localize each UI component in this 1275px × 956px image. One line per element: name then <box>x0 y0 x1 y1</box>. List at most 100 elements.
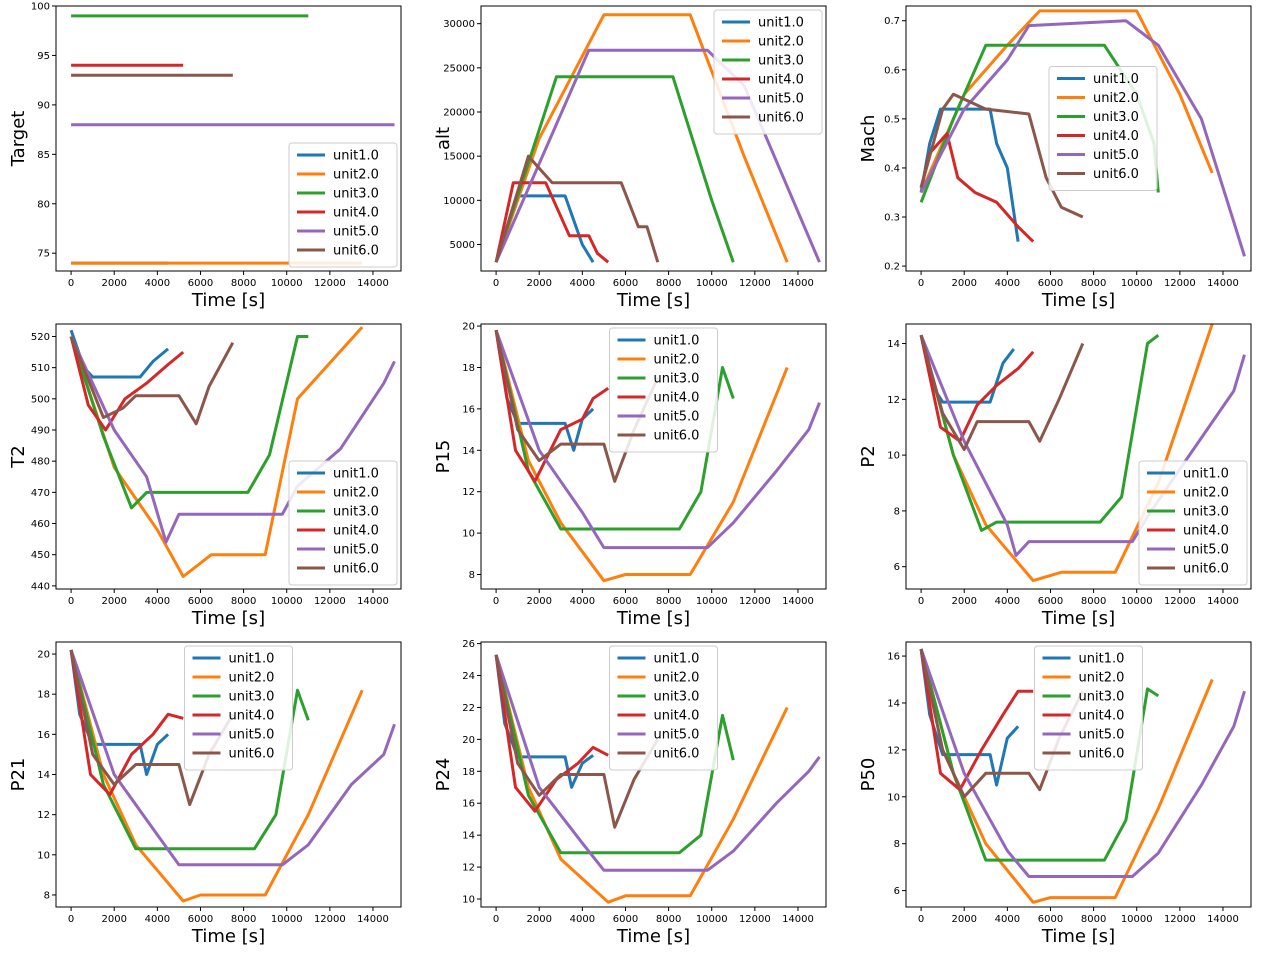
y-tick-label: 20 <box>462 735 475 746</box>
series-line-unit5-0 <box>919 334 1246 557</box>
x-tick-label: 0 <box>918 914 924 925</box>
y-tick-label: 30000 <box>443 19 475 30</box>
series-line-unit2-0 <box>69 649 364 903</box>
x-tick-label: 8000 <box>656 596 681 607</box>
legend-label: unit6.0 <box>333 562 379 577</box>
y-tick-label: 14 <box>37 770 50 781</box>
x-tick-label: 6000 <box>1038 596 1063 607</box>
y-tick-label: 18 <box>462 363 475 374</box>
y-tick-label: 8 <box>894 506 900 517</box>
y-tick-label: 0.7 <box>884 16 900 27</box>
series-line-unit4-0 <box>919 334 1035 443</box>
y-tick-label: 85 <box>37 150 50 161</box>
legend-label: unit2.0 <box>1079 671 1125 686</box>
y-tick-label: 16 <box>462 404 475 415</box>
legend-label: unit3.0 <box>1093 110 1139 125</box>
y-tick-label: 8 <box>44 890 50 901</box>
legend-label: unit5.0 <box>654 728 700 743</box>
legend-label: unit4.0 <box>654 709 700 724</box>
x-axis-label: Time [s] <box>1041 926 1115 947</box>
y-axis-label: Mach <box>858 115 879 163</box>
y-tick-label: 90 <box>37 100 50 111</box>
x-tick-label: 8000 <box>656 914 681 925</box>
legend-label: unit3.0 <box>654 372 700 387</box>
legend: unit1.0 unit2.0 unit3.0 unit4.0 unit5.0 unit6… <box>1138 460 1248 586</box>
y-tick-label: 510 <box>31 363 50 374</box>
y-tick-label: 14 <box>462 831 475 842</box>
x-tick-label: 10000 <box>1121 596 1153 607</box>
x-tick-label: 6000 <box>613 278 638 289</box>
series-line-unit5-0 <box>69 335 396 544</box>
x-axis-label: Time [s] <box>616 290 690 311</box>
y-tick-label: 10 <box>887 792 900 803</box>
x-tick-label: 6000 <box>188 914 213 925</box>
y-tick-label: 10 <box>462 895 475 906</box>
x-tick-label: 6000 <box>188 278 213 289</box>
x-tick-label: 0 <box>493 278 499 289</box>
x-tick-label: 10000 <box>696 278 728 289</box>
x-tick-label: 14000 <box>1207 914 1239 925</box>
legend-label: unit5.0 <box>333 225 379 240</box>
y-tick-label: 10 <box>37 850 50 861</box>
x-axis-label: Time [s] <box>1041 608 1115 629</box>
x-tick-label: 8000 <box>1081 914 1106 925</box>
chart-p2: 0 2000 4000 6000 8000 10000 12000 14000 6 8 10 12 14… <box>858 323 1252 629</box>
y-axis-label: P15 <box>433 440 454 474</box>
x-tick-label: 14000 <box>782 596 814 607</box>
series-line-unit4-0 <box>919 648 1034 792</box>
x-tick-label: 10000 <box>271 914 303 925</box>
legend-label: unit1.0 <box>654 652 700 667</box>
series-line-unit6-0 <box>919 334 1085 451</box>
y-tick-label: 20 <box>462 322 475 333</box>
y-tick-label: 16 <box>37 730 50 741</box>
x-tick-label: 4000 <box>145 278 170 289</box>
x-tick-label: 4000 <box>995 914 1020 925</box>
axes-frame <box>480 5 827 272</box>
y-tick-label: 440 <box>31 581 50 592</box>
x-tick-label: 0 <box>493 596 499 607</box>
legend: unit1.0 unit2.0 unit3.0 unit4.0 unit5.0 unit6… <box>713 9 823 135</box>
series-line-unit5-0 <box>494 48 821 263</box>
x-tick-label: 14000 <box>1207 596 1239 607</box>
x-tick-label: 0 <box>918 278 924 289</box>
x-tick-label: 12000 <box>1164 278 1196 289</box>
x-tick-label: 6000 <box>613 596 638 607</box>
y-tick-label: 75 <box>37 249 50 260</box>
legend-label: unit5.0 <box>333 543 379 558</box>
legend: unit1.0 unit2.0 unit3.0 unit4.0 unit5.0 unit6… <box>609 645 718 771</box>
series-line-unit5-0 <box>919 648 1246 878</box>
y-tick-label: 500 <box>31 394 50 405</box>
series-line-unit5-0 <box>919 19 1246 257</box>
legend-label: unit4.0 <box>333 524 379 539</box>
y-tick-label: 10 <box>887 451 900 462</box>
y-axis-label: T2 <box>8 445 29 468</box>
legend-label: unit4.0 <box>333 206 379 221</box>
x-tick-label: 8000 <box>1081 596 1106 607</box>
axes-frame <box>905 641 1252 908</box>
legend-label: unit2.0 <box>654 353 700 368</box>
legend-label: unit1.0 <box>1079 652 1125 667</box>
legend: unit1.0 unit2.0 unit3.0 unit4.0 unit5.0 unit6… <box>1034 645 1143 771</box>
legend-label: unit2.0 <box>333 486 379 501</box>
x-tick-label: 12000 <box>739 596 771 607</box>
series-line-unit3-0 <box>494 654 735 855</box>
y-tick-label: 12 <box>887 745 900 756</box>
x-axis-label: Time [s] <box>616 926 690 947</box>
y-tick-label: 10 <box>462 529 475 540</box>
y-tick-label: 12 <box>37 810 50 821</box>
y-tick-label: 490 <box>31 426 50 437</box>
x-tick-label: 4000 <box>995 596 1020 607</box>
x-tick-label: 2000 <box>951 914 976 925</box>
x-tick-label: 14000 <box>782 914 814 925</box>
y-tick-label: 470 <box>31 488 50 499</box>
series-line-unit4-0 <box>69 336 185 432</box>
y-tick-label: 20 <box>37 650 50 661</box>
x-tick-label: 10000 <box>1121 278 1153 289</box>
legend-label: unit1.0 <box>1093 72 1139 87</box>
x-tick-label: 10000 <box>1121 914 1153 925</box>
series-line-unit6-0 <box>494 154 660 263</box>
legend-label: unit3.0 <box>1183 505 1229 520</box>
legend-label: unit4.0 <box>654 391 700 406</box>
y-tick-label: 0.3 <box>884 213 900 224</box>
